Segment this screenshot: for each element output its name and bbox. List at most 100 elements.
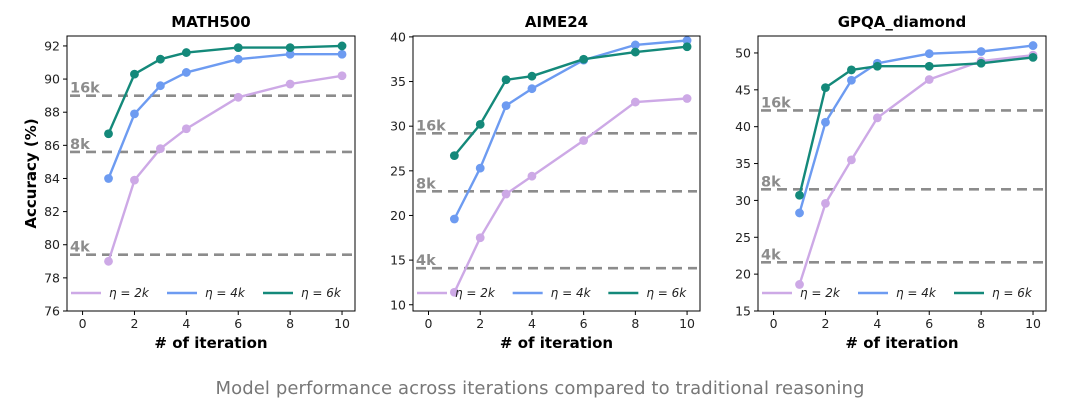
x-tick-label: 6 xyxy=(925,316,933,331)
y-tick-label: 30 xyxy=(735,193,751,208)
data-point xyxy=(976,58,986,68)
data-point xyxy=(821,198,830,208)
x-tick-label: 10 xyxy=(334,316,350,331)
data-point xyxy=(847,155,856,165)
series-line-2 xyxy=(107,53,342,179)
x-tick-label: 2 xyxy=(130,316,138,331)
x-tick-label: 2 xyxy=(821,316,829,331)
data-point xyxy=(449,214,459,224)
data-point xyxy=(156,144,165,154)
data-point xyxy=(501,75,511,85)
data-point xyxy=(1028,41,1038,50)
data-point xyxy=(449,151,459,161)
legend-label-1: η = 2k xyxy=(800,286,841,300)
data-point xyxy=(682,42,692,52)
x-tick-label: 4 xyxy=(528,316,536,331)
x-tick-label: 2 xyxy=(476,316,484,331)
data-point xyxy=(130,109,139,119)
y-tick-label: 15 xyxy=(390,253,406,268)
x-tick-label: 0 xyxy=(79,316,87,331)
legend-label-3: η = 6k xyxy=(301,286,342,300)
y-tick-label: 76 xyxy=(44,304,60,319)
data-point xyxy=(501,189,511,199)
plot-frame xyxy=(757,35,1047,312)
y-tick-label: 84 xyxy=(44,171,60,186)
series-line-1 xyxy=(453,97,688,293)
y-tick-label: 40 xyxy=(390,29,406,44)
data-point xyxy=(872,113,882,123)
y-tick-label: 78 xyxy=(44,270,60,285)
data-point xyxy=(795,208,804,218)
reference-label-8k: 8k xyxy=(761,174,781,190)
y-tick-label: 20 xyxy=(735,267,751,282)
data-point xyxy=(475,163,485,173)
legend-label-2: η = 4k xyxy=(551,286,592,300)
reference-label-8k: 8k xyxy=(416,176,436,192)
y-tick-label: 35 xyxy=(735,156,751,171)
data-point xyxy=(156,81,165,91)
series-line-3 xyxy=(107,44,343,135)
series-line-1 xyxy=(798,54,1034,285)
y-tick-label: 90 xyxy=(44,72,60,87)
y-tick-label: 40 xyxy=(735,119,751,134)
data-point xyxy=(104,174,113,183)
legend-label-2: η = 4k xyxy=(205,286,246,300)
data-point xyxy=(924,61,934,71)
data-point xyxy=(821,117,830,127)
x-tick-label: 8 xyxy=(286,316,294,331)
data-point xyxy=(976,47,986,56)
y-tick-label: 25 xyxy=(735,230,751,245)
y-tick-label: 25 xyxy=(390,163,406,178)
data-point xyxy=(285,43,295,52)
data-point xyxy=(527,71,537,81)
data-point xyxy=(924,75,934,84)
x-tick-label: 4 xyxy=(182,316,190,331)
data-point xyxy=(337,71,347,81)
y-tick-label: 88 xyxy=(44,105,60,120)
data-point xyxy=(682,94,692,103)
data-point xyxy=(104,129,113,139)
plot-frame xyxy=(66,35,356,312)
data-point xyxy=(872,61,882,71)
x-tick-label: 6 xyxy=(234,316,242,331)
plot-frame xyxy=(412,35,701,312)
data-point xyxy=(682,36,692,45)
data-point xyxy=(501,101,511,111)
y-axis-label: Accuracy (%) xyxy=(22,118,40,228)
x-axis-label: # of iteration xyxy=(500,334,613,352)
y-tick-label: 20 xyxy=(390,208,406,223)
y-tick-label: 10 xyxy=(390,297,406,312)
data-point xyxy=(233,54,243,64)
data-point xyxy=(630,97,640,107)
data-point xyxy=(181,68,191,77)
data-point xyxy=(449,287,459,297)
x-axis-label: # of iteration xyxy=(154,334,267,352)
data-point xyxy=(527,84,537,94)
y-tick-label: 45 xyxy=(735,82,751,97)
x-tick-label: 6 xyxy=(580,316,588,331)
data-point xyxy=(156,54,165,64)
chart-panel-1: MATH500 16k 8k 4k 0 2 4 6 8 10 76 78 80 82 84 86 88 90 92 #… xyxy=(22,13,356,352)
data-point xyxy=(285,49,295,59)
y-tick-label: 30 xyxy=(390,119,406,134)
data-point xyxy=(181,124,191,134)
x-tick-label: 10 xyxy=(679,316,695,331)
x-tick-label: 8 xyxy=(631,316,639,331)
reference-label-16k: 16k xyxy=(416,118,446,134)
y-tick-label: 92 xyxy=(44,38,60,53)
panel-title: GPQA_diamond xyxy=(838,13,967,31)
data-point xyxy=(475,233,485,243)
x-axis-label: # of iteration xyxy=(845,334,958,352)
reference-label-4k: 4k xyxy=(70,240,90,256)
data-point xyxy=(181,48,191,57)
data-point xyxy=(337,49,347,59)
legend-label-2: η = 4k xyxy=(896,286,937,300)
legend-label-3: η = 6k xyxy=(992,286,1033,300)
y-tick-label: 82 xyxy=(44,204,60,219)
x-tick-label: 10 xyxy=(1025,316,1041,331)
data-point xyxy=(579,136,589,145)
panel-title: AIME24 xyxy=(525,13,588,31)
data-point xyxy=(475,119,485,129)
series-line-3 xyxy=(798,56,1034,196)
x-tick-label: 4 xyxy=(873,316,881,331)
